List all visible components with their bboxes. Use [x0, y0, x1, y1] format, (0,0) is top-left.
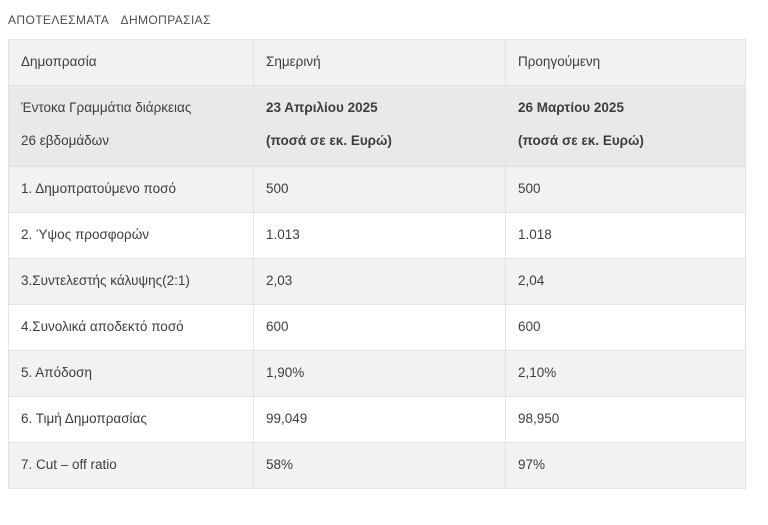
- table-row: 5. Απόδοση 1,90% 2,10%: [8, 350, 746, 397]
- current-value: 58%: [253, 442, 506, 489]
- previous-date: 26 Μαρτίου 2025: [518, 100, 624, 115]
- table-row: 6. Τιμή Δημοπρασίας 99,049 98,950: [8, 396, 746, 443]
- page-title: ΑΠΟΤΕΛΕΣΜΑΤΑ ΔΗΜΟΠΡΑΣΙΑΣ: [8, 13, 211, 27]
- current-value: 1,90%: [253, 350, 506, 397]
- current-date-cell: 23 Απριλίου 2025 (ποσά σε εκ. Ευρώ): [253, 85, 506, 167]
- previous-date-cell: 26 Μαρτίου 2025 (ποσά σε εκ. Ευρώ): [505, 85, 746, 167]
- row-label: 3.Συντελεστής κάλυψης(2:1): [8, 258, 254, 305]
- previous-value: 97%: [505, 442, 746, 489]
- previous-value: 2,04: [505, 258, 746, 305]
- current-value: 500: [253, 166, 506, 213]
- table-header-row: Δημοπρασία Σημερινή Προηγούμενη: [8, 39, 746, 86]
- row-label: 6. Τιμή Δημοπρασίας: [8, 396, 254, 443]
- table-row: 7. Cut – off ratio 58% 97%: [8, 442, 746, 489]
- current-date: 23 Απριλίου 2025: [266, 100, 378, 115]
- row-label: 4.Συνολικά αποδεκτό ποσό: [8, 304, 254, 351]
- instrument-line-2: 26 εβδομάδων: [21, 133, 109, 148]
- row-label: 2. Ύψος προσφορών: [8, 212, 254, 259]
- row-label: 7. Cut – off ratio: [8, 442, 254, 489]
- table-row: 2. Ύψος προσφορών 1.013 1.018: [8, 212, 746, 259]
- table-subheader-row: Έντοκα Γραμμάτια διάρκειας 26 εβδομάδων …: [8, 85, 746, 167]
- table-row: 1. Δημοπρατούμενο ποσό 500 500: [8, 166, 746, 213]
- current-value: 2,03: [253, 258, 506, 305]
- previous-units-note: (ποσά σε εκ. Ευρώ): [518, 133, 644, 148]
- table-row: 4.Συνολικά αποδεκτό ποσό 600 600: [8, 304, 746, 351]
- row-label: 5. Απόδοση: [8, 350, 254, 397]
- article-page: ΑΠΟΤΕΛΕΣΜΑΤΑ ΔΗΜΟΠΡΑΣΙΑΣ Δημοπρασία Σημε…: [8, 13, 746, 489]
- column-header-auction: Δημοπρασία: [8, 39, 254, 86]
- previous-value: 1.018: [505, 212, 746, 259]
- previous-value: 2,10%: [505, 350, 746, 397]
- previous-value: 500: [505, 166, 746, 213]
- current-units-note: (ποσά σε εκ. Ευρώ): [266, 133, 392, 148]
- instrument-cell: Έντοκα Γραμμάτια διάρκειας 26 εβδομάδων: [8, 85, 254, 167]
- current-value: 1.013: [253, 212, 506, 259]
- row-label: 1. Δημοπρατούμενο ποσό: [8, 166, 254, 213]
- current-value: 99,049: [253, 396, 506, 443]
- column-header-current: Σημερινή: [253, 39, 506, 86]
- column-header-previous: Προηγούμενη: [505, 39, 746, 86]
- auction-results-table: Δημοπρασία Σημερινή Προηγούμενη Έντοκα Γ…: [8, 39, 746, 489]
- previous-value: 98,950: [505, 396, 746, 443]
- previous-value: 600: [505, 304, 746, 351]
- instrument-line-1: Έντοκα Γραμμάτια διάρκειας: [21, 100, 192, 115]
- current-value: 600: [253, 304, 506, 351]
- table-row: 3.Συντελεστής κάλυψης(2:1) 2,03 2,04: [8, 258, 746, 305]
